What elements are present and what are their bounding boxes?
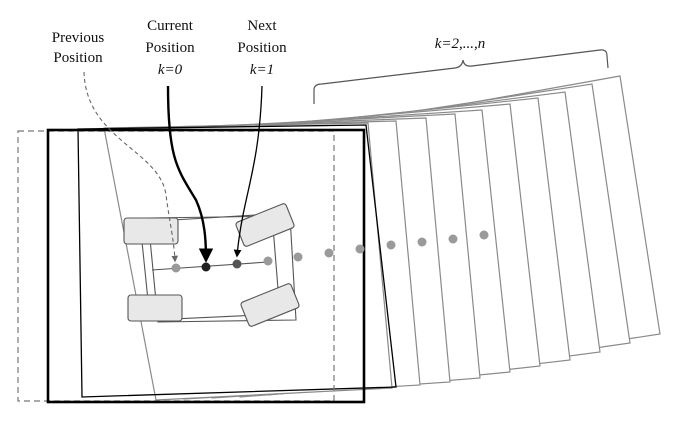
wheel-front-left	[123, 217, 179, 245]
current-label-line2: Position	[145, 40, 195, 56]
point-future-4	[355, 244, 365, 254]
point-current	[201, 262, 211, 272]
vehicle	[123, 203, 300, 327]
point-future-7	[448, 234, 458, 244]
point-future-1	[263, 256, 273, 266]
wheel-rear-left	[127, 294, 183, 322]
point-next	[232, 259, 242, 269]
future-frame-1	[103, 122, 393, 401]
next-position-label: Next Position k=1	[237, 18, 287, 78]
current-position-arrow	[166, 85, 214, 263]
next-position-arrow	[233, 85, 263, 258]
current-label-line1: Current	[147, 18, 194, 34]
point-previous	[171, 263, 181, 273]
previous-label-line2: Position	[53, 50, 103, 66]
previous-position-arrow	[83, 71, 179, 263]
point-future-3	[324, 248, 334, 258]
future-frames-label: k=2,...,n	[435, 36, 486, 52]
next-label-line2: Position	[237, 40, 287, 56]
trajectory-points	[171, 230, 489, 273]
current-position-label: Current Position k=0	[145, 18, 195, 78]
future-frames	[103, 75, 661, 401]
current-label-k0: k=0	[158, 62, 183, 78]
point-future-5	[386, 240, 396, 250]
next-label-k1: k=1	[250, 62, 274, 78]
point-future-6	[417, 237, 427, 247]
wheel-rear-right	[240, 283, 300, 327]
future-frames-brace	[313, 49, 609, 104]
next-label-line1: Next	[247, 18, 277, 34]
current-position-frame	[46, 128, 366, 404]
next-position-frame	[77, 124, 397, 398]
previous-label-line1: Previous	[52, 30, 105, 46]
point-future-8	[479, 230, 489, 240]
previous-position-label: Previous Position	[52, 30, 105, 66]
point-future-2	[293, 252, 303, 262]
